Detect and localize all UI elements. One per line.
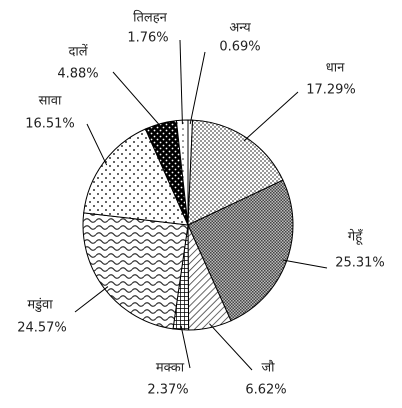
value-label: 2.37% [147, 383, 188, 398]
pie-slice [82, 212, 189, 330]
slice-label: तिलहन [133, 10, 167, 26]
leader-line [74, 286, 109, 313]
slice-label: मडुंवा [27, 298, 53, 313]
slice-label: गेहूँ [348, 229, 363, 246]
slice-label: अन्य [229, 21, 251, 36]
value-label: 17.29% [306, 83, 356, 98]
value-label: 16.51% [25, 117, 75, 132]
leader-line [209, 323, 253, 371]
slice-label: सावा [39, 94, 62, 109]
value-label: 4.88% [57, 67, 98, 82]
leader-line [282, 259, 328, 269]
value-label: 1.76% [127, 31, 168, 46]
value-label: 25.31% [335, 256, 385, 271]
value-label: 6.62% [245, 383, 286, 398]
slice-label: मक्का [156, 361, 185, 376]
leader-line [179, 39, 183, 125]
leader-line [112, 71, 163, 128]
pie-slice [187, 179, 294, 322]
pie-slice [187, 119, 284, 226]
leader-line [243, 91, 299, 142]
leader-line [189, 51, 206, 125]
value-label: 24.57% [17, 321, 67, 336]
leader-line [86, 123, 108, 166]
slice-label: दालें [68, 44, 87, 60]
slice-label: धान [326, 61, 345, 76]
leader-line [180, 325, 191, 369]
slice-label: जौ [261, 360, 275, 376]
pie-slice [83, 128, 189, 226]
value-label: 0.69% [219, 40, 260, 55]
